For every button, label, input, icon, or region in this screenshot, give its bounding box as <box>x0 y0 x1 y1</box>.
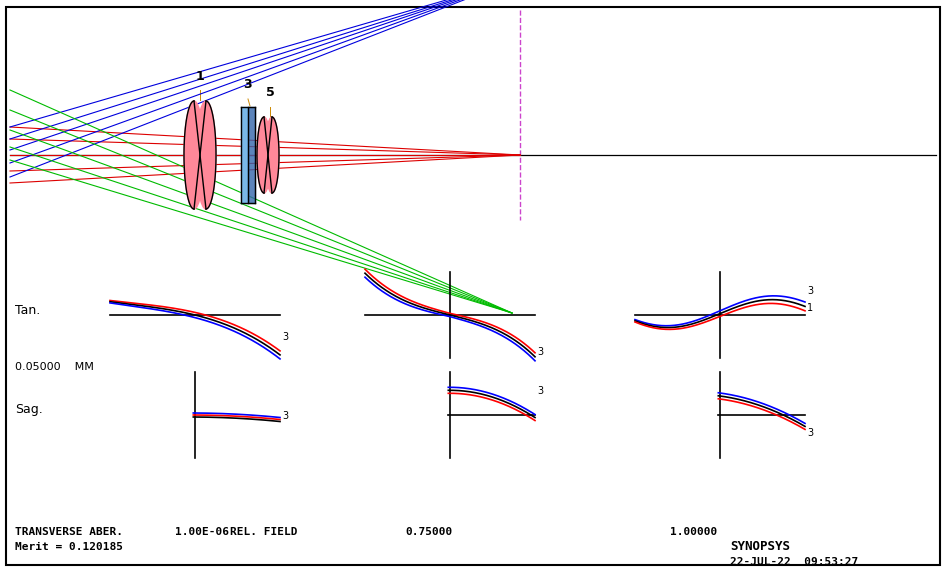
Text: 0.05000    MM: 0.05000 MM <box>15 362 94 372</box>
Bar <box>241 107 248 203</box>
Text: 0.75000: 0.75000 <box>405 527 453 537</box>
Text: 3: 3 <box>243 78 252 91</box>
Text: Tan.: Tan. <box>15 304 41 316</box>
Text: 5: 5 <box>265 86 275 99</box>
Text: 1: 1 <box>196 70 205 83</box>
Text: TRANSVERSE ABER.: TRANSVERSE ABER. <box>15 527 123 537</box>
Bar <box>248 107 255 203</box>
Text: REL. FIELD: REL. FIELD <box>230 527 297 537</box>
Ellipse shape <box>265 117 279 193</box>
Text: SYNOPSYS: SYNOPSYS <box>730 540 790 553</box>
Text: 3: 3 <box>282 332 288 342</box>
Ellipse shape <box>257 117 271 193</box>
Text: 1: 1 <box>807 303 813 313</box>
Text: 3: 3 <box>537 347 544 357</box>
Text: 3: 3 <box>537 386 544 396</box>
Text: 3: 3 <box>807 428 813 438</box>
Text: 1.00E-06: 1.00E-06 <box>175 527 229 537</box>
Text: Merit = 0.120185: Merit = 0.120185 <box>15 542 123 552</box>
Ellipse shape <box>196 101 216 209</box>
Text: 1.00000: 1.00000 <box>670 527 717 537</box>
Text: Sag.: Sag. <box>15 404 43 416</box>
Text: 3: 3 <box>807 286 813 296</box>
Text: 22-JUL-22  09:53:27: 22-JUL-22 09:53:27 <box>730 557 858 567</box>
Text: 3: 3 <box>282 411 288 421</box>
Ellipse shape <box>184 101 204 209</box>
